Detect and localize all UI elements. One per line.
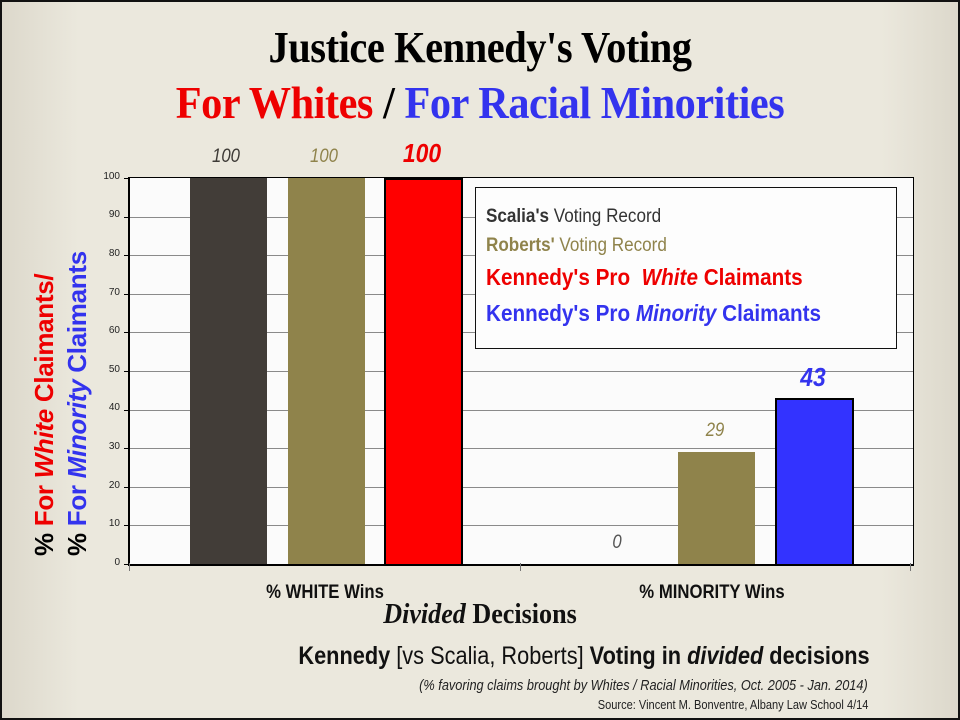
y-tick-label: 10: [108, 518, 120, 529]
value-label-minority-scalia: 0: [612, 532, 622, 553]
bar-minority-kennedy: [775, 398, 854, 564]
y-tick: [124, 371, 130, 372]
bar-minority-roberts: [678, 452, 755, 564]
legend-item-roberts: Roberts' Voting Record: [486, 235, 667, 256]
y-tick-label: 80: [108, 248, 120, 259]
y-tick-label: 0: [114, 557, 120, 568]
bar-white-kennedy: [384, 178, 463, 564]
bar-white-roberts: [288, 178, 365, 564]
value-label-white-scalia: 100: [212, 146, 240, 167]
y-tick-label: 70: [108, 287, 120, 298]
y-tick: [124, 332, 130, 333]
chart-title-line1: Justice Kennedy's Voting: [268, 23, 692, 72]
x-tick: [520, 563, 521, 571]
gridline: [130, 487, 913, 488]
gridline: [130, 371, 913, 372]
y-tick: [124, 410, 130, 411]
title-separator: /: [372, 77, 405, 128]
y-tick: [124, 525, 130, 526]
gridline: [130, 448, 913, 449]
y-tick-label: 30: [108, 441, 120, 452]
y-tick: [124, 178, 130, 179]
x-category-white: % WHITE Wins: [266, 582, 384, 603]
y-tick-label: 50: [108, 364, 120, 375]
y-tick: [124, 294, 130, 295]
date-range-note: (% favoring claims brought by Whites / R…: [419, 677, 868, 694]
x-tick: [129, 563, 130, 571]
y-tick-label: 40: [108, 402, 120, 413]
value-label-minority-kennedy: 43: [800, 362, 826, 392]
y-tick-label: 90: [108, 209, 120, 220]
value-label-white-roberts: 100: [310, 146, 338, 167]
y-tick: [124, 564, 130, 565]
y-tick-label: 20: [108, 480, 120, 491]
x-axis-title: Divided Decisions: [383, 598, 577, 630]
chart-legend: Scalia's Voting Record Roberts' Voting R…: [475, 187, 897, 349]
title-for-minorities: For Racial Minorities: [404, 77, 785, 128]
x-category-minority: % MINORITY Wins: [639, 582, 785, 603]
y-tick: [124, 255, 130, 256]
y-axis-title-line1: % For White Claimants/: [29, 273, 59, 556]
value-label-minority-roberts: 29: [705, 420, 725, 441]
source-credit: Source: Vincent M. Bonventre, Albany Law…: [597, 697, 868, 712]
value-label-white-kennedy: 100: [402, 138, 442, 168]
y-tick: [124, 448, 130, 449]
legend-item-kennedy-minority: Kennedy's Pro Minority Claimants: [486, 300, 822, 326]
bar-white-scalia: [190, 178, 267, 564]
y-tick: [124, 487, 130, 488]
chart-title-line2: For Whites / For Racial Minorities: [38, 76, 921, 129]
legend-item-scalia: Scalia's Voting Record: [486, 206, 662, 227]
gridline: [130, 410, 913, 411]
title-for-whites: For Whites: [175, 77, 374, 128]
y-tick-label: 100: [103, 171, 120, 182]
caption: Kennedy [vs Scalia, Roberts] Voting in d…: [298, 642, 870, 670]
x-tick: [910, 563, 911, 571]
gridline: [130, 525, 913, 526]
legend-item-kennedy-white: Kennedy's Pro White Claimants: [486, 264, 803, 290]
y-tick: [124, 217, 130, 218]
y-tick-label: 60: [108, 325, 120, 336]
